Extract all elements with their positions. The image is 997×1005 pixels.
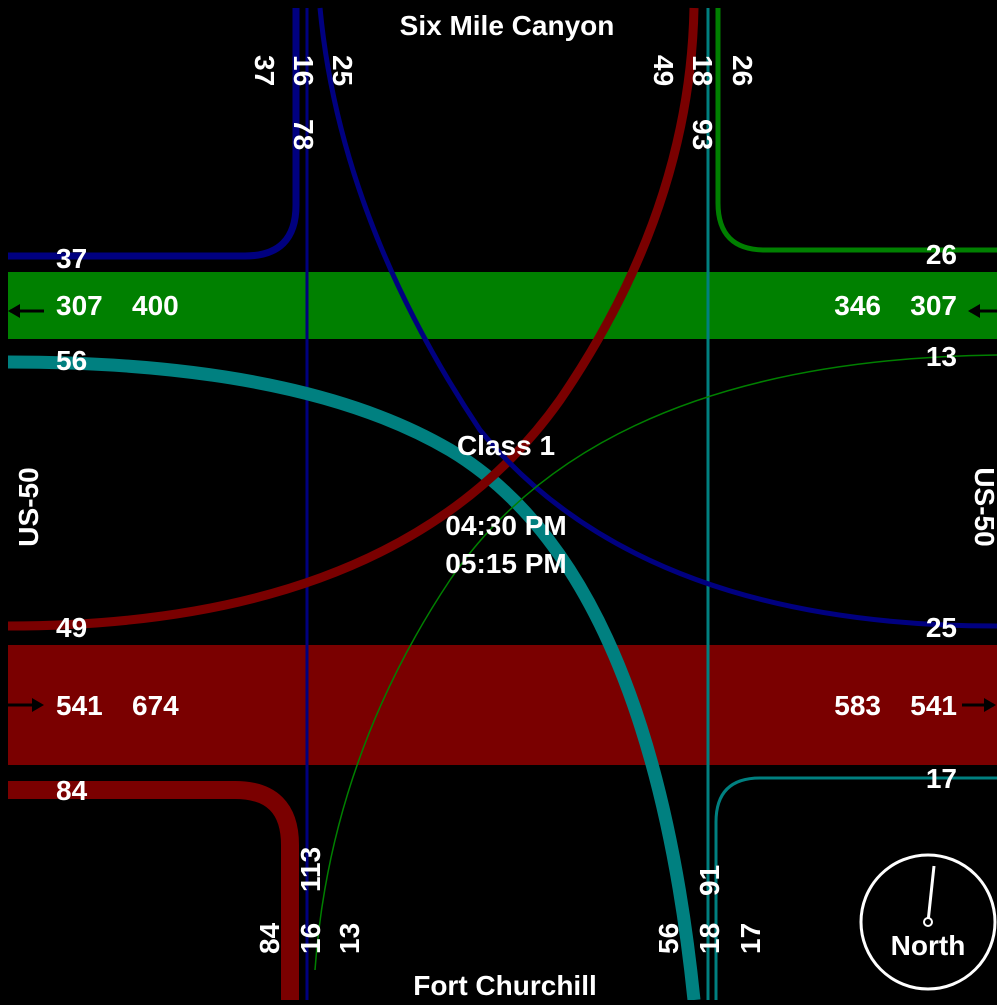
west-eastbound-total-count: 674 xyxy=(132,690,179,721)
eastbound-through-band xyxy=(8,645,997,765)
west-street-name: US-50 xyxy=(13,467,44,546)
south-right-out-count: 17 xyxy=(735,923,766,954)
compass-needle-icon xyxy=(926,865,936,923)
northbound-to-westbound-left-flow xyxy=(7,355,701,1001)
east-westbound-entry-count: 307 xyxy=(910,290,957,321)
south-left-in-count: 84 xyxy=(254,922,285,954)
start-time-label: 04:30 PM xyxy=(445,510,566,541)
compass-ring xyxy=(859,853,997,991)
eastbound-exit-arrow-icon xyxy=(984,698,996,712)
westbound-through-band xyxy=(8,272,997,339)
west-right-turn-out-count: 37 xyxy=(56,243,87,274)
east-westbound-total-count: 346 xyxy=(834,290,881,321)
east-eastbound-exit-count: 541 xyxy=(910,690,957,721)
west-left-turn-in-count: 84 xyxy=(56,775,88,806)
westbound-entry-arrow-icon xyxy=(968,304,980,318)
compass-pivot xyxy=(923,917,933,927)
compass-label: North xyxy=(891,930,966,961)
north-through-out-count: 16 xyxy=(288,55,319,86)
north-total-out-count: 78 xyxy=(288,119,319,150)
east-left-turn-out-count: 25 xyxy=(926,612,957,643)
westbound-exit-arrow-icon xyxy=(8,304,20,318)
se-right-turn-flow xyxy=(714,776,997,1000)
south-total-out-count: 91 xyxy=(694,865,725,896)
ne-right-turn-flow xyxy=(715,8,997,253)
north-through-in-count: 18 xyxy=(687,55,718,86)
north-right-out-count: 25 xyxy=(327,55,358,86)
westbound-to-southbound-left-flow xyxy=(314,354,997,971)
south-total-in-count: 113 xyxy=(295,847,326,892)
vehicle-class-label: Class 1 xyxy=(457,430,555,461)
sw-right-turn-flow xyxy=(8,781,299,1000)
north-street-name: Six Mile Canyon xyxy=(400,10,615,41)
west-westbound-exit-count: 307 xyxy=(56,290,103,321)
north-total-in-count: 93 xyxy=(687,119,718,150)
compass-icon: North xyxy=(859,853,997,991)
south-through-in-count: 16 xyxy=(295,923,326,954)
west-eastbound-entry-count: 541 xyxy=(56,690,103,721)
south-right-in-count: 13 xyxy=(334,923,365,954)
west-westbound-total-count: 400 xyxy=(132,290,179,321)
north-left-out-count: 37 xyxy=(249,55,280,86)
east-eastbound-total-count: 583 xyxy=(834,690,881,721)
south-through-out-count: 18 xyxy=(694,923,725,954)
south-left-out-count: 56 xyxy=(653,923,684,954)
west-left-turn-out-count: 56 xyxy=(56,345,87,376)
eastbound-entry-arrow-icon xyxy=(32,698,44,712)
east-right-turn-in-count: 26 xyxy=(926,239,957,270)
eastbound-to-northbound-left-flow xyxy=(7,7,699,631)
east-left-turn-in-count: 13 xyxy=(926,341,957,372)
east-street-name: US-50 xyxy=(969,467,997,546)
north-left-in-count: 49 xyxy=(648,55,679,86)
nw-right-turn-flow xyxy=(8,8,300,260)
east-right-turn-out-count: 17 xyxy=(926,763,957,794)
north-right-in-count: 26 xyxy=(727,55,758,86)
end-time-label: 05:15 PM xyxy=(445,548,566,579)
west-right-turn-in-count: 49 xyxy=(56,612,87,643)
south-street-name: Fort Churchill xyxy=(413,970,597,1000)
southbound-to-eastbound-left-flow xyxy=(317,7,997,629)
